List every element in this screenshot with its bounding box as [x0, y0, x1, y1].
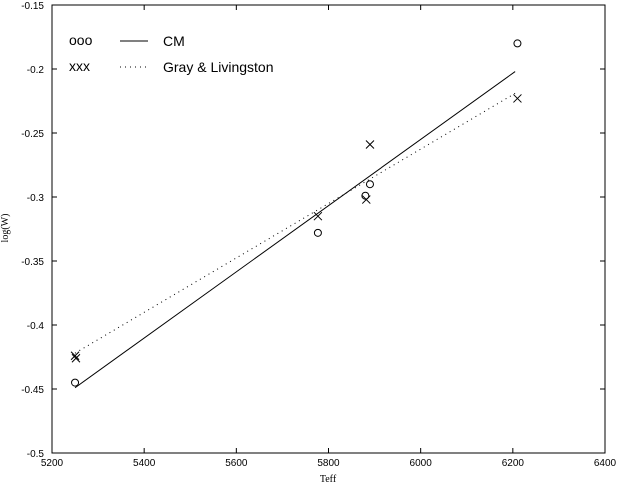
- cm-point: [513, 39, 522, 48]
- y-tick-label: -0.35: [21, 257, 44, 268]
- fit-line-gray-livingston: [74, 92, 516, 354]
- gray-livingston-point: [361, 195, 371, 204]
- x-tick-label: 5600: [225, 458, 248, 469]
- gray-livingston-point: [70, 351, 80, 361]
- gray-livingston-point: [365, 140, 375, 149]
- gray-livingston-point: [313, 211, 323, 221]
- cm-point: [313, 228, 322, 237]
- x-axis-label: Teff: [320, 474, 337, 485]
- cm-point: [365, 180, 374, 189]
- fit-line-cm: [74, 71, 516, 389]
- x-tick-label: 5200: [41, 458, 64, 469]
- legend-label-gl: Gray & Livingston: [163, 59, 274, 75]
- x-tick-label: 5800: [317, 458, 340, 469]
- legend-marker-gl: xxx: [69, 58, 90, 74]
- y-axis-label: log(W): [0, 214, 11, 243]
- y-tick-label: -0.15: [21, 1, 44, 12]
- y-tick-label: -0.3: [27, 193, 45, 204]
- x-tick-label: 6400: [594, 458, 617, 469]
- gray-livingston-point: [513, 94, 522, 103]
- data-points: [70, 39, 522, 387]
- legend-marker-cm: ooo: [69, 32, 93, 48]
- legend-label-cm: CM: [163, 33, 185, 49]
- y-tick-label: -0.25: [21, 129, 44, 140]
- plot-frame: [51, 4, 606, 454]
- x-tick-label: 5400: [133, 458, 156, 469]
- x-tick-label: 6000: [410, 458, 433, 469]
- cm-point: [71, 378, 80, 387]
- y-tick-label: -0.5: [27, 449, 45, 460]
- y-tick-label: -0.45: [21, 385, 44, 396]
- y-tick-label: -0.2: [27, 65, 45, 76]
- x-tick-label: 6200: [502, 458, 525, 469]
- gray-livingston-point: [71, 353, 81, 363]
- axis-ticks: 5200 5400 5600 5800 6000 6200 6400 -0.15 -0.2 -0.…: [21, 1, 616, 469]
- fit-lines: [74, 71, 516, 389]
- legend: ooo CM xxx Gray & Livingston: [69, 32, 274, 75]
- y-tick-label: -0.4: [27, 321, 45, 332]
